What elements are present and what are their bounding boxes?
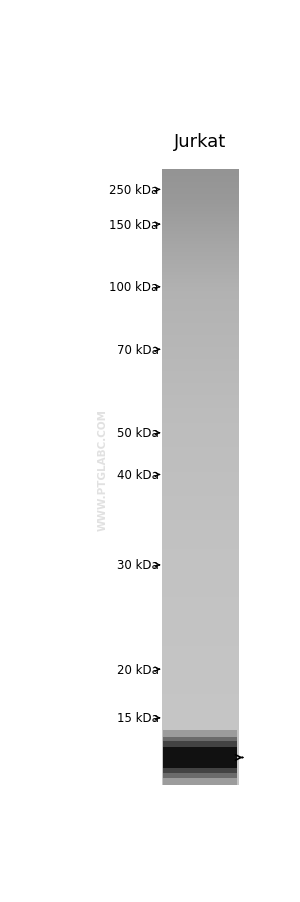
Text: 30 kDa: 30 kDa: [117, 558, 158, 572]
Bar: [163, 737, 237, 778]
Text: 100 kDa: 100 kDa: [109, 281, 158, 294]
Text: 15 kDa: 15 kDa: [116, 712, 158, 724]
Text: 50 kDa: 50 kDa: [117, 427, 158, 440]
Bar: [163, 747, 237, 769]
Text: 150 kDa: 150 kDa: [109, 218, 158, 232]
Text: Jurkat: Jurkat: [174, 133, 226, 151]
Text: 20 kDa: 20 kDa: [116, 663, 158, 676]
Text: 250 kDa: 250 kDa: [109, 184, 158, 197]
Text: 70 kDa: 70 kDa: [116, 344, 158, 356]
Bar: [163, 730, 237, 786]
Bar: [163, 741, 237, 774]
Text: 40 kDa: 40 kDa: [116, 468, 158, 482]
Text: WWW.PTGLABC.COM: WWW.PTGLABC.COM: [98, 409, 108, 530]
